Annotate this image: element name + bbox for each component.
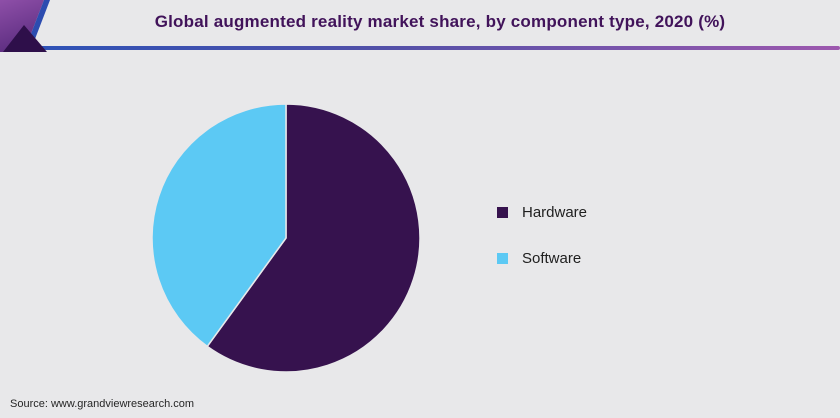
source-note: Source: www.grandviewresearch.com bbox=[10, 398, 195, 410]
figure-header: Global augmented reality market share, b… bbox=[0, 0, 840, 52]
pie-slice-software bbox=[151, 103, 287, 348]
header-divider-line bbox=[0, 46, 840, 50]
legend-item-hardware: Hardware bbox=[497, 200, 587, 224]
pie-slice-hardware bbox=[206, 103, 421, 373]
legend-marker-hardware bbox=[497, 206, 508, 218]
chart-title: Global augmented reality market share, b… bbox=[154, 12, 726, 31]
legend-label: Software bbox=[522, 249, 582, 267]
corner-dark-triangle bbox=[3, 25, 47, 52]
legend-label: Hardware bbox=[522, 203, 588, 221]
legend-item-software: Software bbox=[497, 246, 587, 270]
chart-legend: Hardware Software bbox=[497, 200, 587, 292]
corner-ribbon-decoration bbox=[0, 0, 50, 52]
legend-marker-software bbox=[497, 252, 508, 264]
pie-chart bbox=[151, 103, 421, 373]
corner-gradient-shape bbox=[0, 0, 44, 52]
